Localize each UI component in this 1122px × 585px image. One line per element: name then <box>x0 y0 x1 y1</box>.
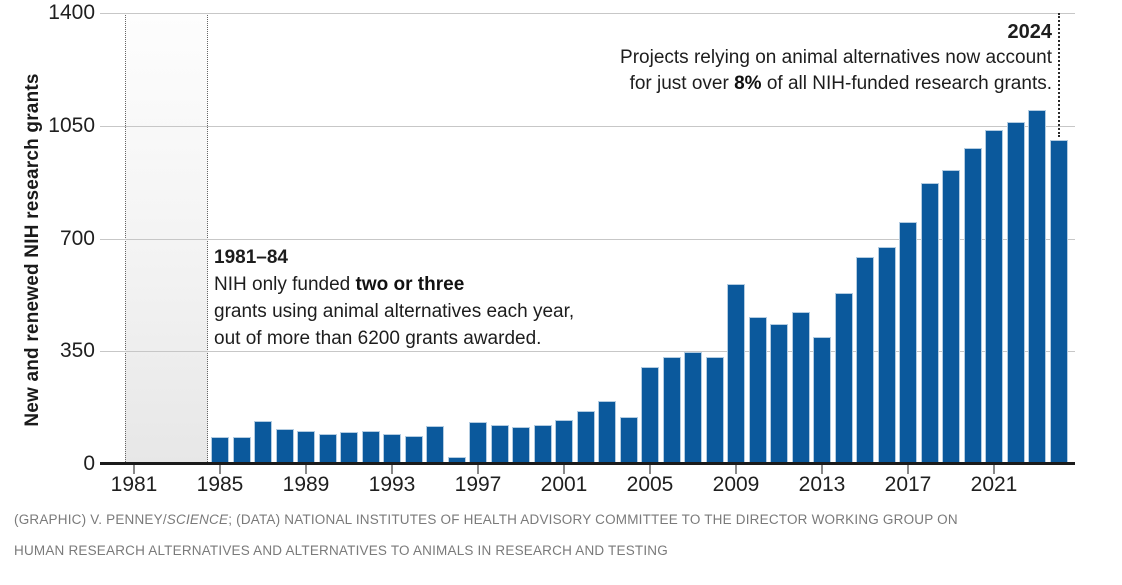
bar-2007 <box>684 352 702 464</box>
x-tick-label-1989: 1989 <box>282 473 330 496</box>
bar-2023 <box>1028 109 1046 464</box>
bar-2001 <box>555 419 573 464</box>
x-tick-1993 <box>391 465 393 474</box>
annotation-1981-84: 1981–84 NIH only funded two or three gra… <box>214 244 574 352</box>
annotation-2024: 2024 Projects relying on animal alternat… <box>620 19 1052 97</box>
bar-1989 <box>297 431 315 464</box>
annotation-1981-84-line2: grants using animal alternatives each ye… <box>214 301 575 322</box>
bar-2020 <box>963 147 982 464</box>
x-tick-1997 <box>477 465 479 474</box>
gridline-350 <box>100 351 1075 353</box>
bar-2004 <box>619 417 638 464</box>
bar-2009 <box>727 283 745 464</box>
gridline-1400 <box>100 13 1075 14</box>
x-tick-2001 <box>563 465 565 474</box>
gridline-1050 <box>100 125 1075 127</box>
bar-2005 <box>641 367 659 464</box>
x-tick-2013 <box>821 465 823 474</box>
bar-2015 <box>856 256 874 464</box>
bar-2024 <box>1049 139 1068 464</box>
bar-1987 <box>254 421 272 464</box>
annotation-1981-84-line1: NIH only funded two or three <box>214 274 465 295</box>
bar-2017 <box>899 222 917 464</box>
bar-2011 <box>770 323 788 464</box>
x-tick-2005 <box>649 465 651 474</box>
bar-1993 <box>383 434 401 464</box>
y-tick-label-350: 350 <box>59 339 95 363</box>
x-tick-1981 <box>133 465 135 474</box>
x-tick-label-2013: 2013 <box>798 473 846 496</box>
x-tick-1985 <box>219 465 221 474</box>
bar-2019 <box>942 169 960 464</box>
bar-2021 <box>985 129 1003 464</box>
y-tick-label-1050: 1050 <box>48 113 95 137</box>
x-tick-2009 <box>735 465 737 474</box>
x-tick-2017 <box>907 465 909 474</box>
bar-1985 <box>211 436 229 464</box>
annotation-1981-84-title: 1981–84 <box>214 247 288 268</box>
bar-1999 <box>512 426 530 464</box>
annotation-1981-84-line3: out of more than 6200 grants awarded. <box>214 328 542 349</box>
bar-2008 <box>705 357 724 464</box>
bar-1988 <box>275 428 294 464</box>
x-tick-2021 <box>993 465 995 474</box>
bar-1986 <box>232 436 251 464</box>
bar-1995 <box>426 425 444 464</box>
x-tick-label-2005: 2005 <box>626 473 674 496</box>
annotation-2024-title: 2024 <box>1007 21 1053 43</box>
x-axis-line <box>100 462 1075 465</box>
bar-2002 <box>576 410 595 464</box>
gridline-700 <box>100 238 1075 240</box>
annotation-2024-line1: Projects relying on animal alternatives … <box>620 47 1052 68</box>
y-tick-label-1400: 1400 <box>48 1 95 24</box>
marker-line-2024 <box>1057 13 1060 137</box>
bar-1997 <box>469 421 487 464</box>
y-tick-label-700: 700 <box>59 226 95 250</box>
annotation-2024-line2: for just over 8% of all NIH-funded resea… <box>629 73 1052 94</box>
bar-2016 <box>877 246 896 464</box>
bar-1992 <box>361 431 380 464</box>
source-credit-line1: (GRAPHIC) V. PENNEY/SCIENCE; (DATA) NATI… <box>14 512 958 527</box>
bar-1990 <box>318 434 337 464</box>
x-tick-label-2009: 2009 <box>712 473 760 496</box>
bar-1991 <box>340 432 358 464</box>
bar-2006 <box>662 356 681 464</box>
x-tick-label-2017: 2017 <box>884 473 932 496</box>
bar-2022 <box>1006 121 1025 464</box>
bar-2014 <box>834 292 853 464</box>
bar-2012 <box>791 311 810 464</box>
x-tick-label-2001: 2001 <box>540 473 588 496</box>
x-tick-1989 <box>305 465 307 474</box>
bar-2018 <box>920 183 939 464</box>
bar-1994 <box>404 435 423 464</box>
bar-2003 <box>598 400 616 464</box>
x-tick-label-1981: 1981 <box>110 473 158 496</box>
x-tick-label-1993: 1993 <box>368 473 416 496</box>
x-tick-label-1997: 1997 <box>454 473 502 496</box>
bar-2013 <box>813 337 831 464</box>
bar-1998 <box>490 425 509 464</box>
y-tick-label-0: 0 <box>83 452 95 475</box>
x-tick-label-2021: 2021 <box>970 473 1018 496</box>
source-credit-line2: HUMAN RESEARCH ALTERNATIVES AND ALTERNAT… <box>14 543 668 558</box>
bar-1996 <box>447 456 466 464</box>
x-tick-label-1985: 1985 <box>196 473 244 496</box>
bar-2000 <box>533 425 552 464</box>
bar-2010 <box>748 317 767 464</box>
